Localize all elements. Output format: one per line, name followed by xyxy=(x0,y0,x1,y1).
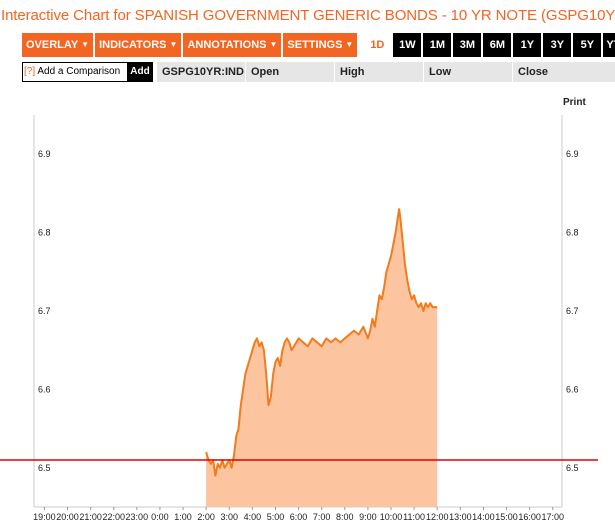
settings-menu-label: SETTINGS xyxy=(287,39,343,51)
x-tick-label: 5:00 xyxy=(267,512,285,522)
y-tick-label-left: 6.7 xyxy=(38,306,51,316)
range-5y-button[interactable]: 5Y xyxy=(573,33,602,57)
caret-down-icon: ▼ xyxy=(269,40,278,49)
print-link[interactable]: Print xyxy=(563,97,586,108)
x-tick-label: 2:00 xyxy=(197,512,215,522)
x-tick-label: 23:00 xyxy=(126,512,149,522)
annotations-menu-label: ANNOTATIONS xyxy=(187,39,267,51)
x-tick-label: 15:00 xyxy=(495,512,518,522)
ticker-cell: GSPG10YR:IND xyxy=(157,62,245,82)
x-tick-label: 22:00 xyxy=(102,512,125,522)
open-cell: Open xyxy=(246,62,334,82)
range-3m-button[interactable]: 3M xyxy=(453,33,482,57)
y-tick-label-left: 6.9 xyxy=(38,149,51,159)
y-tick-label-right: 6.5 xyxy=(566,463,579,473)
x-tick-label: 11:00 xyxy=(403,512,425,522)
x-tick-label: 9:00 xyxy=(359,512,377,522)
range-3y-button[interactable]: 3Y xyxy=(543,33,572,57)
x-tick-label: 14:00 xyxy=(472,512,495,522)
x-tick-label: 20:00 xyxy=(56,512,79,522)
chart-toolbar: OVERLAY ▼ INDICATORS ▼ ANNOTATIONS ▼ SETTIN… xyxy=(22,33,615,57)
low-cell: Low xyxy=(424,62,512,82)
range-ytd-button[interactable]: YTD xyxy=(603,33,615,57)
x-tick-label: 0:00 xyxy=(151,512,169,522)
high-cell: High xyxy=(335,62,423,82)
x-tick-label: 6:00 xyxy=(290,512,308,522)
price-series-line xyxy=(205,208,438,477)
x-tick-label: 7:00 xyxy=(313,512,331,522)
y-tick-label-right: 6.6 xyxy=(566,384,579,394)
x-tick-label: 1:00 xyxy=(174,512,192,522)
y-tick-label-left: 6.6 xyxy=(38,384,51,394)
indicators-menu-button[interactable]: INDICATORS ▼ xyxy=(95,33,182,57)
x-tick-label: 17:00 xyxy=(541,512,564,522)
range-1m-button[interactable]: 1M xyxy=(423,33,452,57)
range-1w-button[interactable]: 1W xyxy=(393,33,422,57)
y-tick-label-left: 6.8 xyxy=(38,228,51,238)
range-6m-button[interactable]: 6M xyxy=(483,33,512,57)
y-tick-label-left: 6.5 xyxy=(38,463,51,473)
add-comparison-placeholder: Add a Comparison xyxy=(37,66,121,77)
caret-down-icon: ▼ xyxy=(81,40,90,49)
range-1y-button[interactable]: 1Y xyxy=(513,33,542,57)
annotations-menu-button[interactable]: ANNOTATIONS ▼ xyxy=(183,33,282,57)
x-tick-label: 21:00 xyxy=(79,512,102,522)
x-tick-label: 16:00 xyxy=(518,512,541,522)
settings-menu-button[interactable]: SETTINGS ▼ xyxy=(283,33,358,57)
caret-down-icon: ▼ xyxy=(345,40,354,49)
x-tick-label: 12:00 xyxy=(426,512,449,522)
x-tick-label: 3:00 xyxy=(220,512,238,522)
x-tick-label: 19:00 xyxy=(33,512,56,522)
overlay-menu-label: OVERLAY xyxy=(26,39,79,51)
y-tick-label-right: 6.9 xyxy=(566,149,579,159)
x-tick-label: 13:00 xyxy=(449,512,472,522)
x-tick-label: 8:00 xyxy=(336,512,354,522)
overlay-menu-button[interactable]: OVERLAY ▼ xyxy=(22,33,94,57)
page-title: Interactive Chart for SPANISH GOVERNMENT… xyxy=(1,7,615,24)
close-cell: Close xyxy=(513,62,615,82)
help-icon[interactable]: [?] xyxy=(24,66,36,77)
x-tick-label: 4:00 xyxy=(244,512,262,522)
indicators-menu-label: INDICATORS xyxy=(99,39,167,51)
add-comparison-button[interactable]: Add xyxy=(127,62,153,82)
y-tick-label-right: 6.7 xyxy=(566,306,579,316)
quote-bar: [?] Add a Comparison Add GSPG10YR:IND Op… xyxy=(22,62,615,82)
x-tick-label: 10:00 xyxy=(380,512,403,522)
price-area-fill xyxy=(206,209,438,507)
caret-down-icon: ▼ xyxy=(169,40,178,49)
range-1d-button[interactable]: 1D xyxy=(363,33,392,57)
y-tick-label-right: 6.8 xyxy=(566,228,579,238)
